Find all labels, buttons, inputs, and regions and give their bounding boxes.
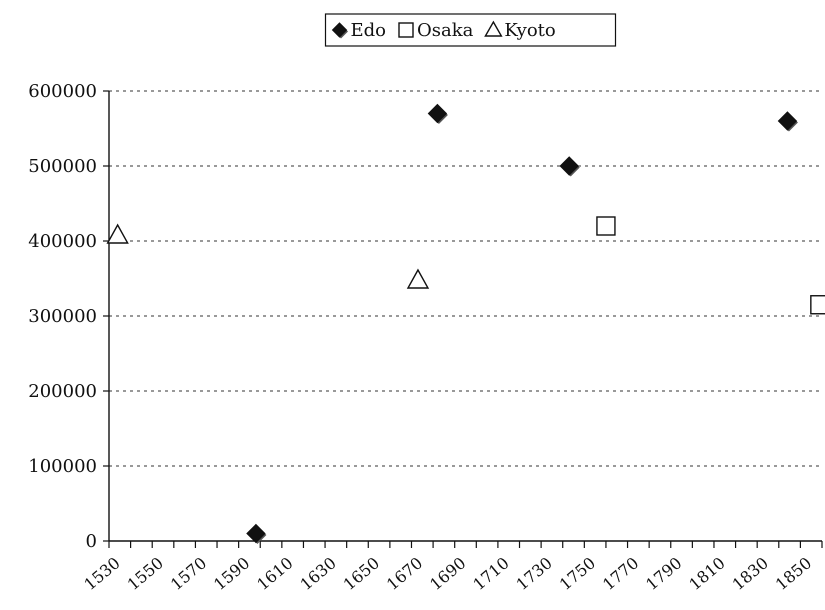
legend-box <box>324 13 617 47</box>
x-tick-label-1690: 1690 <box>426 553 469 594</box>
y-tick-label-300000: 300000 <box>28 306 97 327</box>
x-tick-label-1750: 1750 <box>556 553 599 594</box>
point-edo-1682 <box>427 103 448 124</box>
legend: Edo Osaka Kyoto <box>324 13 617 47</box>
point-edo-1598 <box>246 523 266 544</box>
y-tick-label-500000: 500000 <box>28 156 97 177</box>
x-tick-label-1830: 1830 <box>729 553 772 594</box>
y-tick-label-200000: 200000 <box>28 381 97 402</box>
x-tick-label-1730: 1730 <box>513 553 556 594</box>
point-osaka-1760 <box>596 216 616 236</box>
x-tick-label-1550: 1550 <box>124 553 167 594</box>
legend-label-edo: Edo <box>351 20 387 41</box>
legend-marker-kyoto <box>484 20 503 37</box>
point-osaka-1859 <box>810 295 825 315</box>
y-tick-label-100000: 100000 <box>28 456 97 477</box>
x-tick-label-1790: 1790 <box>642 553 685 594</box>
y-tick-label-400000: 400000 <box>28 231 97 252</box>
x-tick-label-1710: 1710 <box>469 553 512 594</box>
x-tick-label-1590: 1590 <box>210 553 253 594</box>
x-tick-label-1570: 1570 <box>167 553 210 594</box>
x-tick-label-1670: 1670 <box>383 553 426 594</box>
x-tick-label-1810: 1810 <box>685 553 728 594</box>
legend-marker-edo <box>331 22 348 38</box>
y-tick-label-600000: 600000 <box>28 81 97 102</box>
x-axis-ticks: 1530 1550 1570 1590 1610 1630 1650 1670 1690 1710… <box>80 541 823 594</box>
legend-label-osaka: Osaka <box>417 20 474 41</box>
grid-lines <box>109 90 822 467</box>
x-tick-label-1850: 1850 <box>772 553 815 594</box>
point-kyoto-1534 <box>106 223 129 244</box>
data-points <box>106 103 825 544</box>
legend-label-kyoto: Kyoto <box>504 20 555 41</box>
x-tick-label-1610: 1610 <box>253 553 296 594</box>
y-axis-ticks: 0 100000 200000 300000 400000 500000 600000 <box>28 81 109 552</box>
y-tick-label-0: 0 <box>86 531 97 552</box>
point-kyoto-1673 <box>406 268 430 289</box>
x-tick-label-1650: 1650 <box>340 553 383 594</box>
x-tick-label-1530: 1530 <box>80 553 123 594</box>
point-edo-1743 <box>559 156 579 176</box>
point-edo-1844 <box>777 111 798 131</box>
x-tick-label-1630: 1630 <box>296 553 339 594</box>
x-tick-label-1770: 1770 <box>599 553 642 594</box>
legend-marker-osaka <box>398 22 414 38</box>
